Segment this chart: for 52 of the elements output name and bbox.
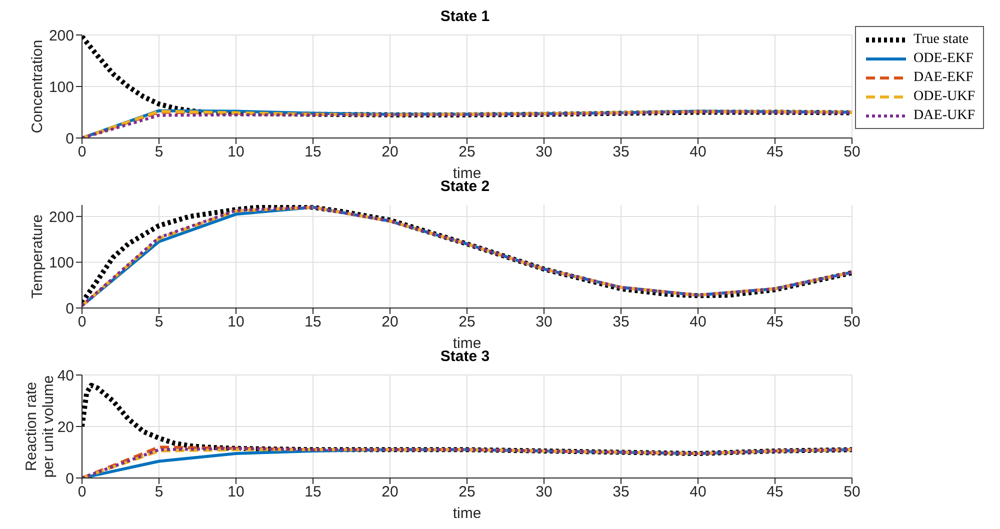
x-tick-label: 30 [536, 314, 552, 331]
x-tick-label: 15 [304, 144, 322, 161]
x-tick-label: 40 [690, 314, 706, 331]
y-tick-label: 0 [66, 470, 74, 488]
y-tick-label: 0 [66, 130, 74, 148]
y-axis-title: Temperature [29, 214, 46, 299]
x-tick-label: 20 [382, 484, 398, 501]
legend-label: True state [914, 32, 969, 48]
legend-label: ODE-EKF [914, 50, 974, 66]
x-tick-label: 45 [766, 144, 784, 161]
x-tick-label: 25 [458, 314, 476, 331]
x-tick-label: 35 [612, 314, 630, 331]
x-tick-label: 40 [690, 484, 706, 501]
x-tick-label: 5 [154, 314, 164, 331]
x-tick-label: 5 [154, 144, 164, 161]
x-tick-label: 50 [844, 484, 860, 501]
y-axis-title: Concentration [29, 40, 46, 134]
x-tick-label: 5 [154, 484, 164, 501]
x-tick-label: 15 [304, 484, 322, 501]
x-tick-label: 15 [304, 314, 322, 331]
legend-label: DAE-EKF [914, 70, 974, 86]
legend-label: ODE-UKF [914, 88, 975, 104]
x-tick-label: 25 [458, 144, 476, 161]
x-tick-label: 20 [382, 314, 398, 331]
x-tick-label: 0 [78, 484, 86, 501]
x-axis-title: time [452, 505, 482, 522]
y-tick-label: 200 [48, 27, 74, 44]
x-tick-label: 10 [228, 314, 244, 331]
x-tick-label: 40 [690, 144, 706, 161]
x-tick-label: 30 [536, 144, 552, 161]
x-tick-label: 0 [78, 144, 86, 161]
y-tick-label: 200 [48, 208, 74, 226]
x-tick-label: 10 [228, 484, 244, 501]
x-tick-label: 45 [766, 484, 784, 501]
x-tick-label: 35 [612, 144, 630, 161]
x-tick-label: 20 [382, 144, 398, 161]
y-tick-label: 20 [57, 418, 74, 436]
y-tick-label: 100 [48, 78, 74, 96]
y-tick-label: 100 [48, 254, 74, 272]
x-tick-label: 35 [612, 484, 630, 501]
y-tick-label: 40 [57, 367, 74, 384]
x-tick-label: 10 [228, 144, 244, 161]
x-tick-label: 25 [458, 484, 476, 501]
x-tick-label: 50 [844, 144, 860, 161]
x-tick-label: 50 [844, 314, 860, 331]
x-tick-label: 30 [536, 484, 552, 501]
legend-label: DAE-UKF [914, 108, 975, 124]
chart-title: State 1 [439, 8, 491, 25]
x-tick-label: 45 [766, 314, 784, 331]
x-tick-label: 0 [78, 314, 86, 331]
y-axis-title: Reaction rate per unit volume [23, 375, 57, 478]
y-tick-label: 0 [66, 300, 74, 318]
